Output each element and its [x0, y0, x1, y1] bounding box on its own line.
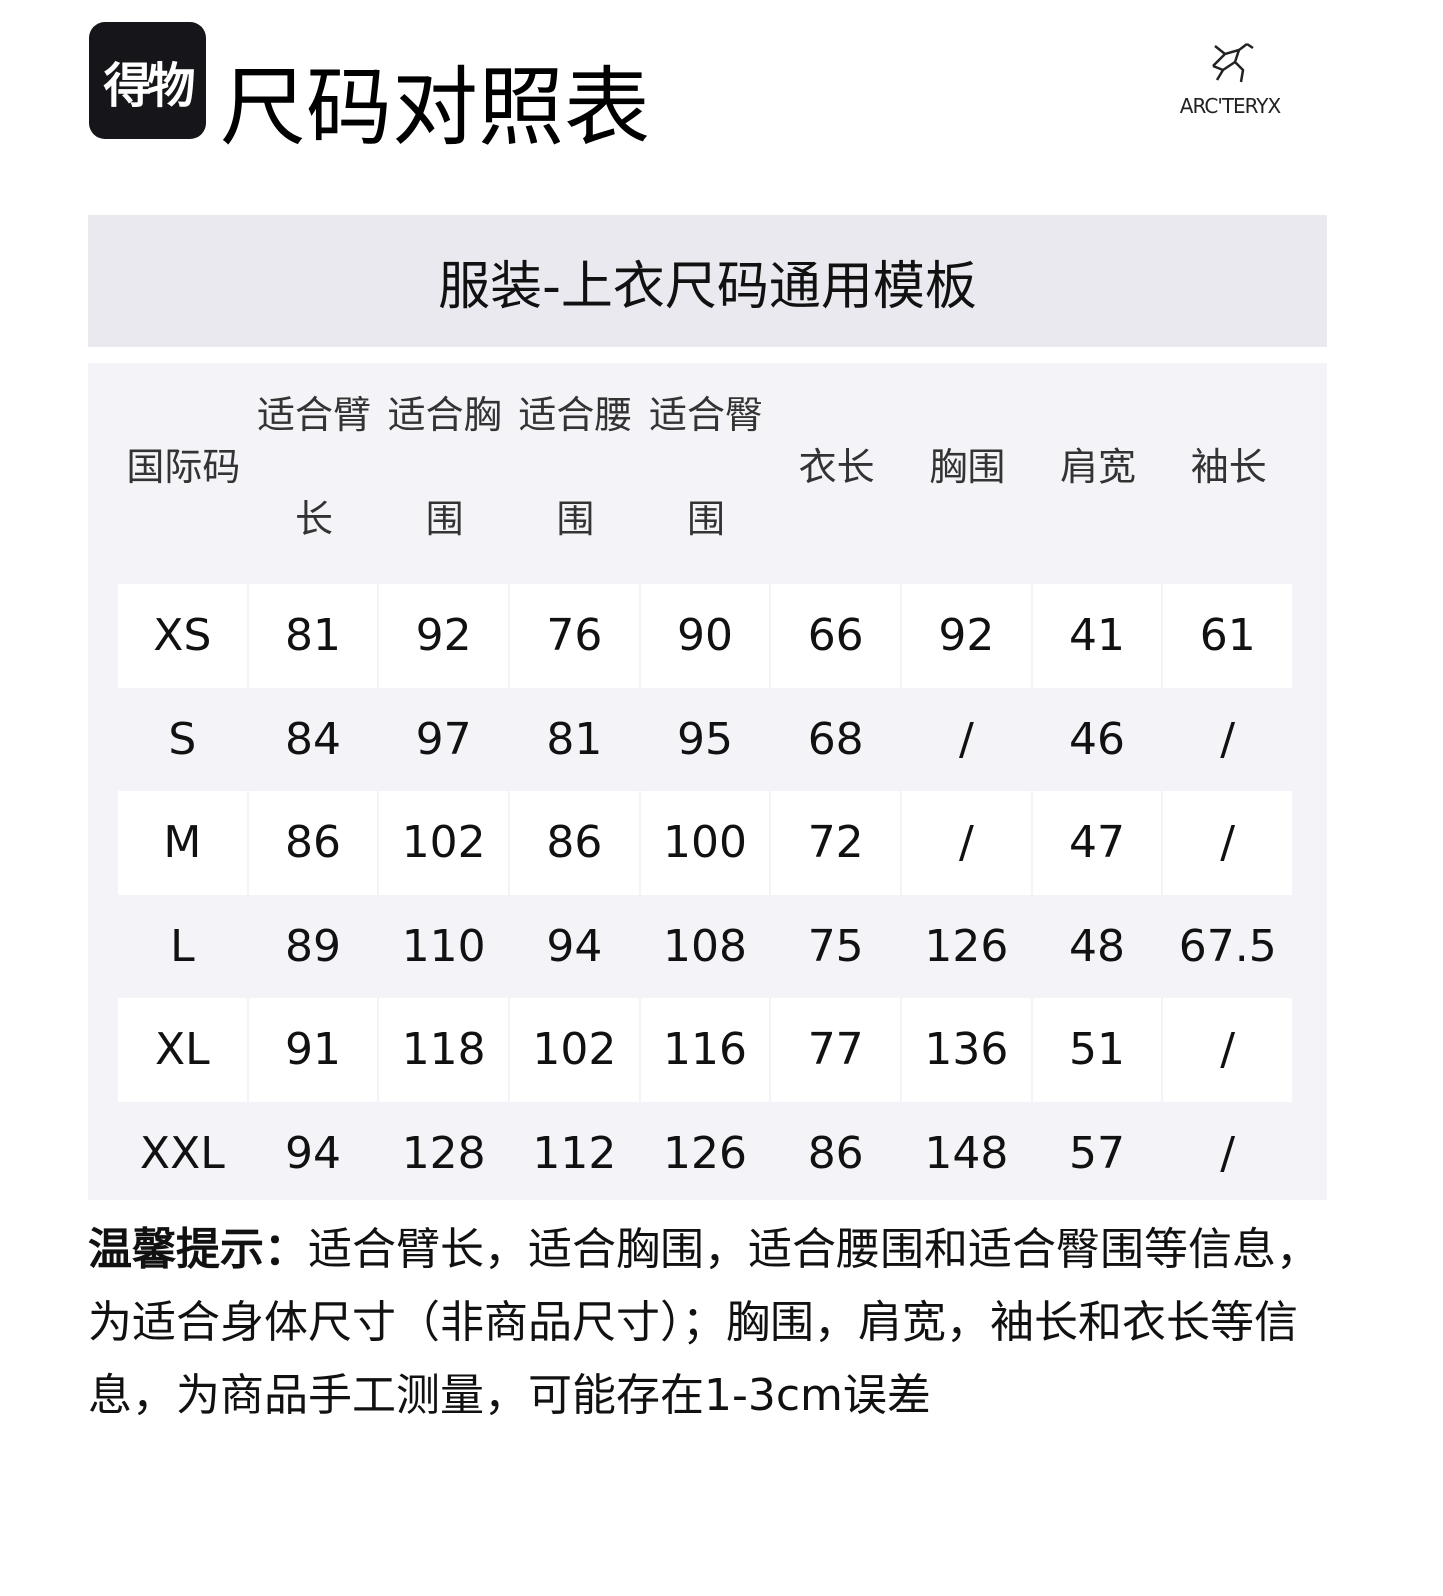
column-header-label: 适合臂长	[256, 393, 371, 541]
table-row: S 84 97 81 95 68 / 46 /	[118, 688, 1294, 792]
measurement-cell: 126	[663, 1127, 748, 1179]
column-header: 适合臀围	[641, 363, 772, 571]
measurement-cell: 92	[902, 584, 1031, 688]
measurement-cell: 102	[379, 791, 509, 895]
size-cell: XXL	[139, 1127, 225, 1179]
column-header: 适合臂长	[249, 363, 380, 571]
arcteryx-logo: ARC'TERYX	[1170, 40, 1290, 118]
measurement-cell: 108	[663, 920, 748, 972]
table-row: M 86 102 86 100 72/47/	[118, 791, 1294, 895]
measurement-cell: 51	[1032, 998, 1162, 1102]
measurement-cell: 81	[248, 584, 378, 688]
size-cell: M	[118, 791, 247, 895]
size-cell: L	[170, 920, 195, 972]
measurement-cell: /	[1220, 713, 1236, 765]
measurement-cell: 77	[771, 998, 901, 1102]
column-header-label: 袖长	[1190, 445, 1267, 489]
dewu-logo-badge: 得物	[89, 22, 206, 139]
table-row: L 89 110 94 108 75 126 48 67.5	[118, 895, 1294, 999]
measurement-cell: 92	[379, 584, 509, 688]
column-header: 袖长	[1163, 363, 1294, 571]
measurement-cell: 46	[1069, 713, 1126, 765]
column-header-label: 衣长	[798, 445, 875, 489]
measurement-cell: 148	[924, 1127, 1009, 1179]
measurement-cell: 128	[401, 1127, 486, 1179]
measurement-cell: 91	[248, 998, 378, 1102]
size-table: 国际码 适合臂长 适合胸围 适合腰围 适合臀围 衣长 胸围 肩宽 袖长 XS 81 92 76 90 66…	[88, 363, 1327, 1200]
column-header: 适合腰围	[510, 363, 641, 571]
column-header-label: 适合腰围	[518, 393, 633, 541]
measurement-cell: 75	[807, 920, 864, 972]
measurement-cell: 126	[924, 920, 1009, 972]
measurement-cell: 94	[285, 1127, 341, 1179]
measurement-cell: /	[1163, 791, 1293, 895]
page-title: 尺码对照表	[220, 58, 650, 158]
measurement-cell: 102	[510, 998, 639, 1102]
table-body: XS 81 92 76 90 66 92 41 61 S 84 97 81 95 68/46/M 86 102 8…	[118, 584, 1294, 1205]
measurement-cell: 110	[401, 920, 486, 972]
column-header-label: 胸围	[929, 445, 1006, 489]
measurement-cell: 89	[285, 920, 341, 972]
column-header: 国际码	[118, 363, 249, 571]
logo-text: ARC'TERYX	[1179, 94, 1281, 118]
measurement-cell: 86	[510, 791, 639, 895]
measurement-cell: 86	[807, 1127, 864, 1179]
size-cell: S	[168, 713, 197, 765]
column-header-label: 适合胸围	[387, 393, 502, 541]
table-row: XL 91 118 102 116 77 136 51/	[118, 998, 1294, 1102]
column-header: 适合胸围	[379, 363, 510, 571]
size-cell: XS	[118, 584, 247, 688]
measurement-cell: 47	[1032, 791, 1162, 895]
measurement-cell: 67.5	[1178, 920, 1277, 972]
measurement-cell: 94	[546, 920, 603, 972]
measurement-cell: 81	[546, 713, 603, 765]
badge-text: 得物	[103, 57, 195, 114]
measurement-cell: /	[958, 713, 974, 765]
table-row: XS 81 92 76 90 66 92 41 61	[118, 584, 1294, 688]
measurement-cell: 118	[379, 998, 509, 1102]
column-header: 胸围	[902, 363, 1033, 571]
column-header-label: 肩宽	[1060, 445, 1137, 489]
archaeopteryx-icon	[1212, 42, 1254, 83]
size-cell: XL	[118, 998, 247, 1102]
measurement-cell: 100	[640, 791, 770, 895]
measurement-cell: /	[1220, 1127, 1236, 1179]
table-row: XXL 94 128 112 126 86 148 57 /	[118, 1102, 1294, 1206]
measurement-cell: 116	[640, 998, 770, 1102]
measurement-cell: 90	[640, 584, 770, 688]
measurement-cell: 86	[248, 791, 378, 895]
measurement-cell: 48	[1069, 920, 1126, 972]
measurement-cell: 68	[807, 713, 864, 765]
measurement-cell: 112	[532, 1127, 617, 1179]
notes-text: 适合臂长，适合胸围，适合腰围和适合臀围等信息，为适合身体尺寸（非商品尺寸）；胸围…	[88, 1224, 1320, 1421]
column-header: 肩宽	[1033, 363, 1164, 571]
column-header-label: 国际码	[126, 445, 241, 489]
template-subtitle: 服装-上衣尺码通用模板	[88, 215, 1327, 347]
measurement-cell: 95	[677, 713, 734, 765]
notes-label: 温馨提示：	[88, 1224, 308, 1275]
size-notes: 温馨提示：适合臂长，适合胸围，适合腰围和适合臀围等信息，为适合身体尺寸（非商品尺…	[88, 1213, 1328, 1432]
measurement-cell: /	[1163, 998, 1293, 1102]
column-header: 衣长	[771, 363, 902, 571]
measurement-cell: 136	[902, 998, 1031, 1102]
measurement-cell: 41	[1032, 584, 1162, 688]
measurement-cell: /	[902, 791, 1031, 895]
measurement-cell: 66	[771, 584, 901, 688]
measurement-cell: 61	[1163, 584, 1293, 688]
measurement-cell: 76	[510, 584, 639, 688]
measurement-cell: 72	[771, 791, 901, 895]
measurement-cell: 57	[1069, 1127, 1126, 1179]
measurement-cell: 84	[285, 713, 341, 765]
measurement-cell: 97	[415, 713, 472, 765]
column-header-label: 适合臀围	[649, 393, 764, 541]
table-header: 国际码 适合臂长 适合胸围 适合腰围 适合臀围 衣长 胸围 肩宽 袖长	[118, 363, 1294, 571]
